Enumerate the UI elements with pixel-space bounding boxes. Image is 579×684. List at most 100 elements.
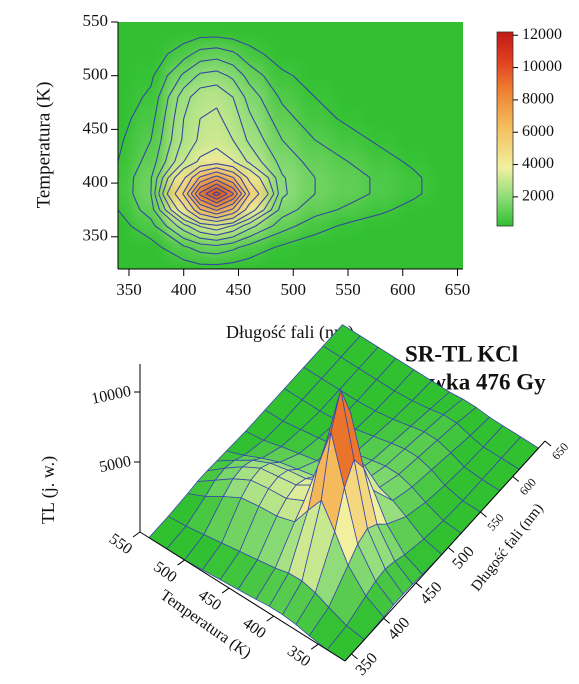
heat-cell — [331, 217, 365, 237]
heat-cell — [265, 43, 299, 65]
heat-cell — [430, 236, 463, 259]
heat-cell — [397, 107, 431, 130]
heat-cell — [397, 86, 431, 108]
heat-cell — [118, 236, 135, 259]
wavelength-tick-label: 650 — [549, 440, 571, 463]
heat-cell — [224, 107, 242, 130]
heat-cell — [118, 150, 135, 170]
heat-cell — [397, 150, 431, 170]
heat-cell — [134, 64, 168, 87]
heat-cell — [134, 107, 168, 130]
heat-cell — [397, 169, 431, 186]
heat-cell — [134, 43, 168, 65]
contour-line — [166, 147, 269, 226]
temperature-tick-label: 500 — [150, 559, 179, 587]
heat-cell — [134, 258, 168, 269]
wavelength-tick-label: 500 — [449, 543, 478, 572]
heat-cell — [265, 236, 299, 259]
heat-cell — [265, 169, 299, 186]
heat-cell — [167, 236, 192, 259]
heat-cell — [364, 258, 398, 269]
heat-cell — [265, 185, 299, 202]
heat-cell — [224, 22, 242, 44]
y-tick-label: 350 — [83, 226, 109, 245]
heat-cell — [241, 169, 266, 186]
heat-cell — [134, 150, 168, 170]
heat-cell — [265, 150, 299, 170]
heat-cell — [298, 64, 332, 87]
z-axis-label: TL (j. w.) — [38, 456, 59, 524]
heat-cell — [167, 258, 192, 269]
x-tick-label: 500 — [280, 280, 306, 299]
heat-cell — [430, 169, 463, 186]
heat-cell — [134, 236, 168, 259]
wavelength-tick-label: 450 — [417, 579, 446, 608]
heat-cell — [118, 217, 135, 237]
heat-cell — [191, 150, 209, 170]
heat-cell — [241, 43, 266, 65]
heat-cell — [208, 129, 225, 151]
heat-cell — [331, 236, 365, 259]
heat-cell — [397, 236, 431, 259]
heat-cell — [430, 185, 463, 202]
temperature-tick — [310, 643, 319, 650]
heat-cell — [118, 169, 135, 186]
heat-cell — [134, 22, 168, 44]
wavelength-tick — [544, 440, 552, 447]
wavelength-axis-label: Długość fali (nm) — [468, 501, 546, 595]
heat-cell — [167, 129, 192, 151]
temperature-tick-label: 550 — [106, 530, 135, 558]
heat-cell — [298, 150, 332, 170]
z-tick-label: 5000 — [98, 453, 133, 476]
temperature-tick — [221, 587, 230, 594]
heat-cell — [397, 258, 431, 269]
contour-line — [212, 191, 221, 197]
colorbar-tick-label: 6000 — [522, 123, 554, 140]
heat-cell — [397, 64, 431, 87]
heat-cell — [364, 43, 398, 65]
heat-cell — [118, 64, 135, 87]
heat-cell — [191, 217, 209, 237]
heat-cell — [331, 129, 365, 151]
heat-cell — [241, 236, 266, 259]
heat-cell — [430, 86, 463, 108]
wavelength-tick — [512, 476, 520, 482]
heat-cell — [364, 64, 398, 87]
temperature-tick — [266, 615, 274, 622]
heat-cell — [224, 236, 242, 259]
contour-line — [190, 175, 243, 211]
temperature-axis — [139, 531, 346, 662]
heat-cell — [118, 201, 135, 218]
heat-cell — [364, 150, 398, 170]
heat-cell — [224, 64, 242, 87]
z-tick-label: 10000 — [90, 383, 133, 408]
heat-cell — [208, 150, 225, 170]
heat-cell — [191, 22, 209, 44]
heat-cell — [265, 86, 299, 108]
heat-cell — [167, 107, 192, 130]
heat-cell — [364, 86, 398, 108]
heat-cell — [134, 217, 168, 237]
wavelength-tick-label: 400 — [385, 614, 414, 643]
colorbar-tick-label: 12000 — [522, 26, 562, 43]
contour-line — [198, 183, 235, 204]
contour-line — [162, 107, 275, 231]
heat-cell — [331, 107, 365, 130]
heat-cell — [118, 22, 135, 44]
heat-cell — [364, 22, 398, 44]
wavelength-axis — [344, 440, 546, 662]
heat-cell — [134, 86, 168, 108]
colorbar-tick-label: 4000 — [522, 155, 554, 172]
colorbar-tick-label: 2000 — [522, 188, 554, 205]
contour-line — [150, 58, 316, 247]
colorbar — [496, 31, 514, 227]
x-tick-label: 550 — [335, 280, 361, 299]
heatmap — [118, 22, 463, 269]
temperature-tick-label: 400 — [239, 615, 268, 643]
heat-cell — [118, 86, 135, 108]
wavelength-tick — [480, 511, 487, 518]
heat-cell — [364, 169, 398, 186]
contour-line — [186, 171, 247, 215]
heat-cell — [208, 22, 225, 44]
